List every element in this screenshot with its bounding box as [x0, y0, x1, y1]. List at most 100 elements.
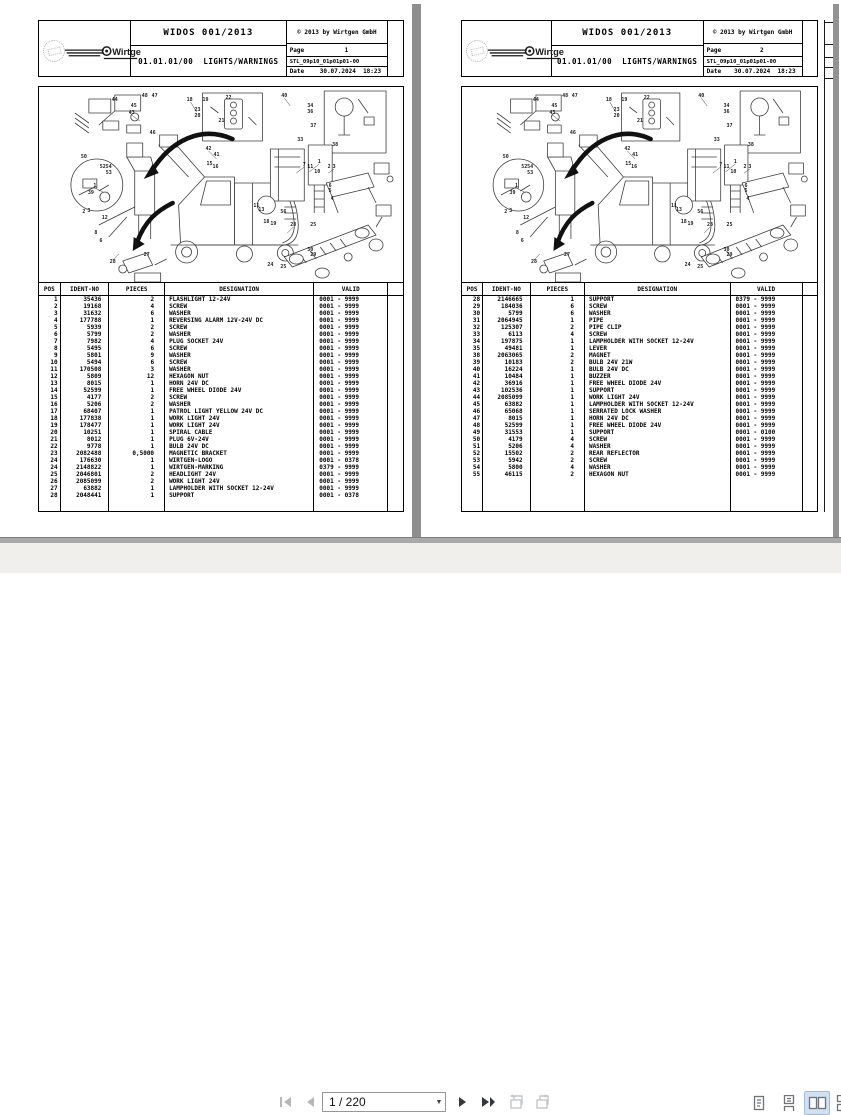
table-cell: 197875: [483, 338, 531, 345]
table-cell: 1: [109, 380, 165, 387]
table-cell-spare: [388, 359, 403, 366]
diagram-callout: 37: [310, 123, 316, 129]
previous-page-button[interactable]: [299, 1091, 321, 1113]
table-filler-row: [39, 499, 403, 512]
table-cell: LAMPHOLDER WITH SOCKET 12-24V: [584, 401, 730, 408]
diagram-callout: 33: [297, 137, 303, 143]
table-cell: 41: [462, 373, 483, 380]
diagram-callout: 46: [570, 130, 576, 136]
diagram-callout: 39: [510, 190, 516, 196]
table-cell: 6: [530, 310, 584, 317]
table-cell-spare: [388, 338, 403, 345]
table-cell: 15502: [483, 450, 531, 457]
table-cell: 8: [39, 345, 60, 352]
table-cell: 52599: [483, 422, 531, 429]
diagram-callout: 20: [195, 113, 201, 119]
table-cell: 2: [109, 471, 165, 478]
table-cell-spare: [388, 478, 403, 485]
table-cell: 10: [39, 359, 60, 366]
diagram-callout: 27: [144, 252, 150, 258]
table-cell: 0001 - 9999: [730, 310, 802, 317]
layout-two-page-button[interactable]: [804, 1091, 830, 1115]
table-cell-spare: [802, 345, 817, 352]
table-cell: PLUG 6V-24V: [165, 436, 314, 443]
table-cell: 0001 - 9999: [314, 296, 388, 304]
table-cell: 4: [530, 443, 584, 450]
table-cell: 46115: [483, 471, 531, 478]
next-view-button[interactable]: [531, 1091, 553, 1113]
table-cell: 68407: [60, 408, 109, 415]
table-cell: 1: [109, 387, 165, 394]
table-cell: 0001 - 9999: [314, 317, 388, 324]
table-cell: 0001 - 9999: [314, 310, 388, 317]
table-cell: 1: [530, 338, 584, 345]
combo-dropdown-caret-icon[interactable]: ▼: [433, 1099, 445, 1106]
diagram-callout: 13: [258, 207, 264, 213]
previous-view-button[interactable]: [505, 1091, 527, 1113]
table-cell: 2046801: [60, 471, 109, 478]
table-cell: 2: [530, 324, 584, 331]
first-page-button[interactable]: [274, 1091, 296, 1113]
diagram-callout: 12: [102, 215, 108, 221]
diagram-callout: 1: [734, 159, 737, 165]
diagram-callout: 5: [744, 188, 747, 194]
table-cell: 9: [109, 352, 165, 359]
next-page-button[interactable]: [452, 1091, 474, 1113]
table-cell-spare: [388, 443, 403, 450]
layout-continuous-button[interactable]: [776, 1091, 802, 1115]
col-pos: POS: [462, 283, 483, 296]
diagram-callout: 36: [307, 109, 313, 115]
page-number-combo[interactable]: ▼: [322, 1092, 446, 1112]
table-cell-spare: [388, 366, 403, 373]
page-number-input[interactable]: [323, 1095, 433, 1109]
diagram-callout: 11: [307, 164, 313, 170]
table-cell: 0379 - 9999: [314, 464, 388, 471]
col-ident-no: IDENT-NO: [60, 283, 109, 296]
table-cell: BULB 24V DC: [165, 443, 314, 450]
first-page-icon: [278, 1095, 293, 1109]
table-cell-spare: [802, 450, 817, 457]
table-cell: [584, 478, 730, 512]
page-number-row: Page 2: [704, 44, 802, 57]
table-cell: WASHER: [584, 464, 730, 471]
table-cell: FREE WHEEL DIODE 24V: [584, 380, 730, 387]
table-cell: 28: [462, 296, 483, 304]
table-cell: 54: [462, 464, 483, 471]
table-cell-spare: [802, 317, 817, 324]
last-page-button[interactable]: [477, 1091, 499, 1113]
table-cell: SPIRAL CABLE: [165, 429, 314, 436]
table-cell: 4: [530, 331, 584, 338]
table-cell: 7982: [60, 338, 109, 345]
table-cell: 2: [530, 457, 584, 464]
table-cell: 0001 - 9999: [730, 352, 802, 359]
table-cell: 44: [462, 394, 483, 401]
table-cell: 0001 - 9999: [730, 373, 802, 380]
table-cell: 0001 - 9999: [314, 324, 388, 331]
diagram-callout: 25: [697, 264, 703, 270]
diagram-callout: 40: [698, 93, 704, 99]
table-cell: 32: [462, 324, 483, 331]
diagram-callout: 39: [88, 190, 94, 196]
layout-two-page-continuous-button[interactable]: [832, 1091, 841, 1115]
table-cell: 0001 - 9999: [314, 338, 388, 345]
table-cell: 36916: [483, 380, 531, 387]
diagram-callout: 46: [150, 130, 156, 136]
header-empty-cell: [388, 21, 403, 76]
col-pieces: PIECES: [109, 283, 165, 296]
diagram-callout: 45: [131, 103, 137, 109]
table-cell: SCREW: [584, 457, 730, 464]
layout-single-page-button[interactable]: [746, 1091, 772, 1115]
